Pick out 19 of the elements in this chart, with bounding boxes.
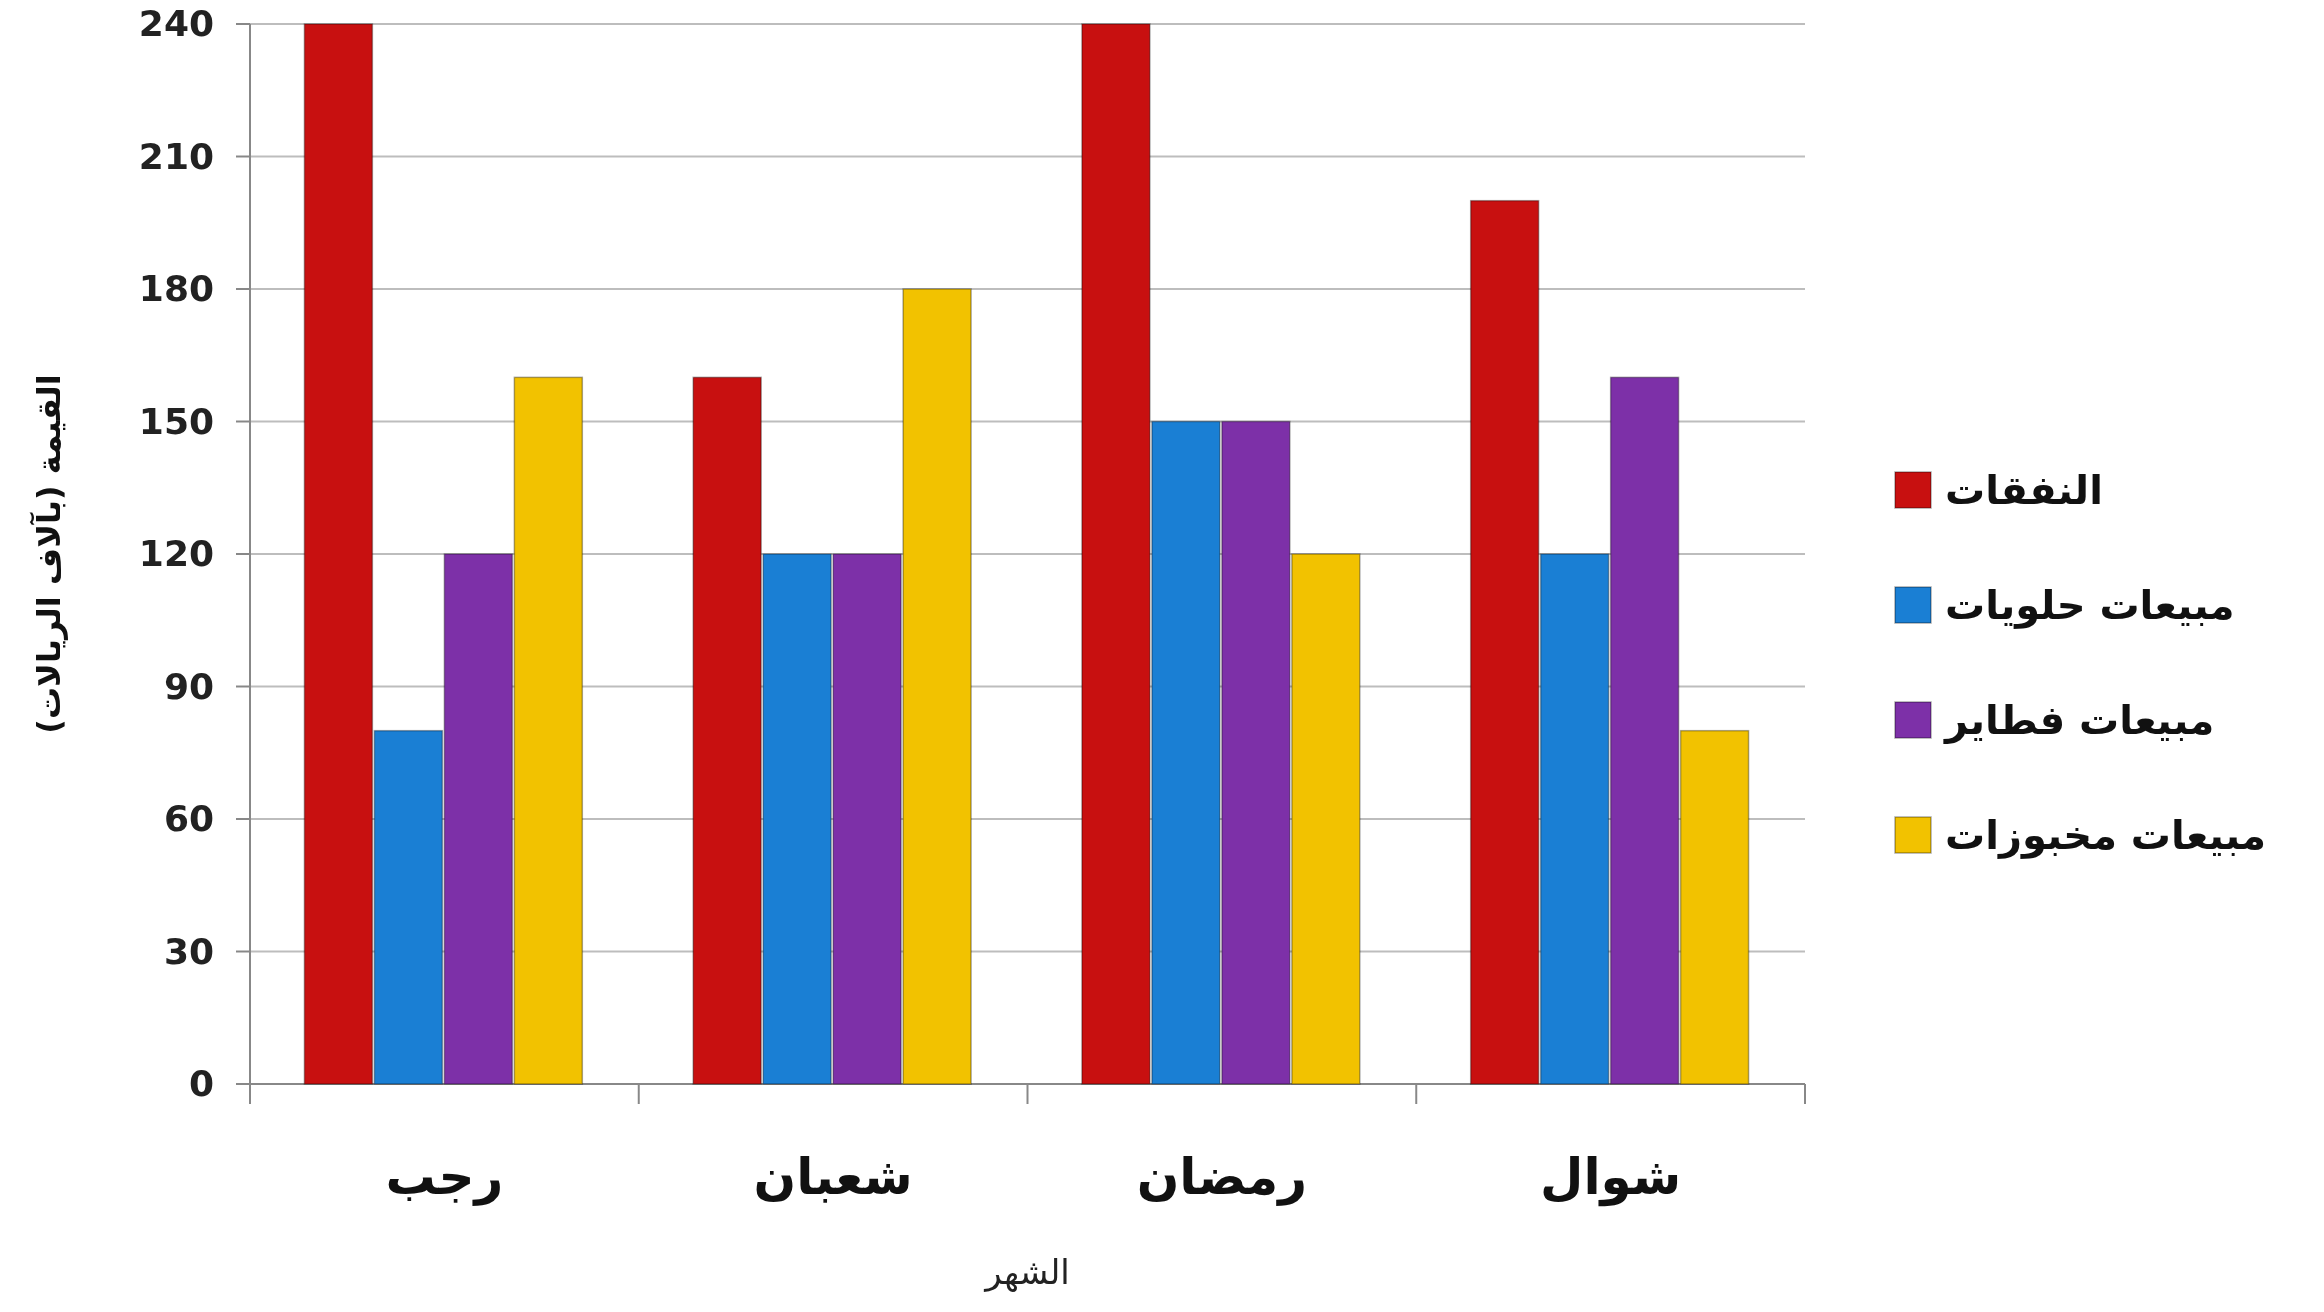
y-tick-label: 90 <box>163 665 214 707</box>
legend-label: مبيعات حلويات <box>1945 582 2235 629</box>
x-axis-title: الشهر <box>983 1252 1070 1293</box>
y-tick-label: 210 <box>138 135 214 177</box>
legend-label: النفقات <box>1945 467 2103 513</box>
legend-label: مبيعات مخبوزات <box>1945 812 2267 859</box>
legend-label: مبيعات فطاير <box>1943 697 2215 744</box>
y-tick-label: 240 <box>138 3 214 44</box>
y-tick-label: 150 <box>138 400 214 442</box>
x-tick-label: رمضان <box>1136 1148 1308 1206</box>
x-tick-label: شوال <box>1540 1148 1682 1207</box>
y-tick-label: 30 <box>163 930 214 972</box>
x-tick-label: شعبان <box>753 1148 913 1206</box>
y-tick-label: 0 <box>188 1063 214 1104</box>
x-tick-label: رجب <box>385 1148 504 1206</box>
y-tick-label: 180 <box>138 268 214 309</box>
y-tick-label: 120 <box>138 533 214 574</box>
y-tick-label: 60 <box>163 798 214 839</box>
y-axis-title: القيمة (بآلاف الريالات) <box>29 374 68 734</box>
